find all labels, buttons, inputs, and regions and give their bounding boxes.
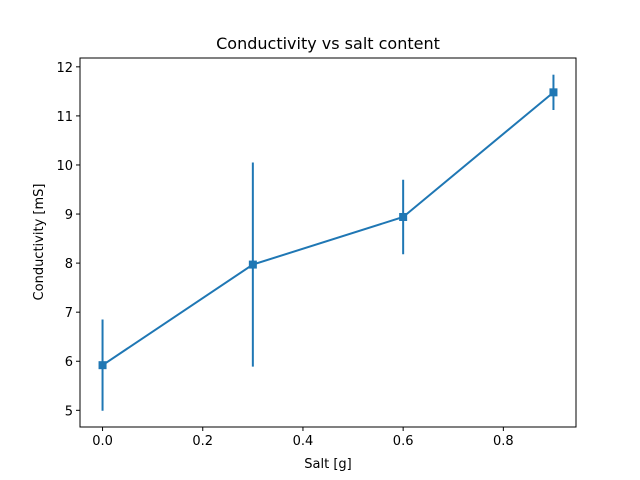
data-point <box>98 361 107 370</box>
x-tick-label: 0.8 <box>493 434 514 449</box>
x-tick-label: 0.2 <box>192 434 213 449</box>
y-tick-label: 12 <box>56 61 73 76</box>
y-tick-label: 5 <box>65 404 73 419</box>
y-axis: 5 6 7 8 9 10 11 12 <box>56 61 80 419</box>
axes-frame <box>79 57 577 428</box>
data-point <box>549 88 558 97</box>
y-tick-label: 10 <box>56 159 73 174</box>
y-tick-label: 9 <box>65 208 73 223</box>
chart-title: Conductivity vs salt content <box>216 34 440 53</box>
x-tick-label: 0.4 <box>293 434 314 449</box>
x-tick-label: 0.6 <box>393 434 414 449</box>
y-tick-label: 7 <box>65 306 73 321</box>
x-tick-label: 0.0 <box>92 434 113 449</box>
y-tick-label: 6 <box>65 355 73 370</box>
y-axis-label: Conductivity [mS] <box>32 184 47 301</box>
plot-area <box>98 74 558 411</box>
y-tick-label: 11 <box>56 110 73 125</box>
data-point <box>248 260 257 269</box>
x-axis: 0.0 0.2 0.4 0.6 0.8 <box>92 427 514 449</box>
y-tick-label: 8 <box>65 257 73 272</box>
data-point <box>399 212 408 221</box>
series-line <box>101 91 555 367</box>
x-axis-label: Salt [g] <box>304 457 351 472</box>
